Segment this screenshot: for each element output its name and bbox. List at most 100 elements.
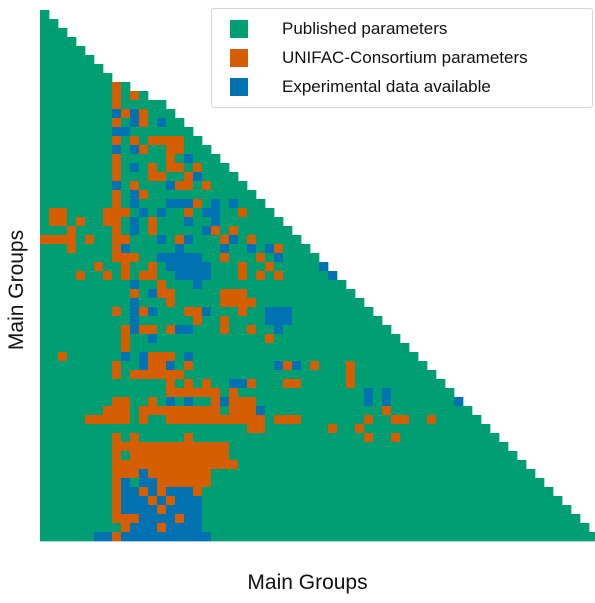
heatmap-cell <box>76 163 86 173</box>
heatmap-cell <box>58 208 68 218</box>
heatmap-cell <box>139 433 149 443</box>
heatmap-cell <box>562 514 572 524</box>
heatmap-cell <box>337 298 347 308</box>
heatmap-cell <box>130 91 140 101</box>
heatmap-cell <box>85 325 95 335</box>
heatmap-cell <box>40 496 50 506</box>
heatmap-cell <box>508 505 518 515</box>
heatmap-cell <box>121 514 131 524</box>
heatmap-cell <box>175 478 185 488</box>
heatmap-cell <box>571 523 581 533</box>
heatmap-cell <box>229 298 239 308</box>
heatmap-cell <box>157 181 167 191</box>
heatmap-cell <box>166 253 176 263</box>
heatmap-cell <box>85 415 95 425</box>
heatmap-cell <box>94 136 104 146</box>
heatmap-cell <box>94 451 104 461</box>
heatmap-cell <box>112 262 122 272</box>
heatmap-cell <box>76 127 86 137</box>
heatmap-cell <box>247 415 257 425</box>
heatmap-cell <box>427 379 437 389</box>
heatmap-cell <box>274 262 284 272</box>
heatmap-cell <box>157 316 167 326</box>
heatmap-cell <box>409 361 419 371</box>
heatmap-cell <box>139 100 149 110</box>
heatmap-cell <box>409 523 419 533</box>
heatmap-cell <box>103 487 113 497</box>
heatmap-cell <box>130 397 140 407</box>
heatmap-cell <box>49 235 59 245</box>
heatmap-cell <box>175 253 185 263</box>
heatmap-cell <box>220 199 230 209</box>
heatmap-cell <box>94 460 104 470</box>
heatmap-cell <box>220 226 230 236</box>
heatmap-cell <box>238 289 248 299</box>
heatmap-cell <box>58 46 68 56</box>
heatmap-cell <box>292 451 302 461</box>
heatmap-cell <box>193 361 203 371</box>
heatmap-cell <box>337 487 347 497</box>
heatmap-cell <box>202 145 212 155</box>
heatmap-cell <box>130 145 140 155</box>
heatmap-cell <box>247 487 257 497</box>
heatmap-cell <box>94 343 104 353</box>
heatmap-cell <box>166 190 176 200</box>
heatmap-cell <box>67 262 77 272</box>
heatmap-cell <box>58 379 68 389</box>
heatmap-cell <box>67 460 77 470</box>
heatmap-cell <box>337 280 347 290</box>
heatmap-cell <box>364 451 374 461</box>
heatmap-cell <box>256 424 266 434</box>
heatmap-cell <box>166 532 176 542</box>
heatmap-cell <box>85 307 95 317</box>
heatmap-cell <box>400 370 410 380</box>
heatmap-cell <box>301 505 311 515</box>
heatmap-cell <box>328 307 338 317</box>
heatmap-cell <box>193 415 203 425</box>
heatmap-cell <box>139 388 149 398</box>
heatmap-cell <box>346 460 356 470</box>
heatmap-cell <box>238 307 248 317</box>
heatmap-cell <box>85 64 95 74</box>
heatmap-cell <box>355 397 365 407</box>
heatmap-cell <box>238 343 248 353</box>
heatmap-cell <box>517 514 527 524</box>
heatmap-cell <box>76 514 86 524</box>
heatmap-cell <box>283 424 293 434</box>
heatmap-cell <box>148 532 158 542</box>
heatmap-cell <box>328 442 338 452</box>
heatmap-cell <box>274 496 284 506</box>
heatmap-cell <box>49 172 59 182</box>
heatmap-cell <box>103 217 113 227</box>
heatmap-cell <box>328 532 338 542</box>
heatmap-cell <box>184 442 194 452</box>
heatmap-cell <box>76 496 86 506</box>
heatmap-cell <box>121 253 131 263</box>
heatmap-cell <box>193 316 203 326</box>
heatmap-cell <box>373 388 383 398</box>
heatmap-cell <box>283 271 293 281</box>
heatmap-cell <box>256 226 266 236</box>
heatmap-cell <box>265 424 275 434</box>
heatmap-cell <box>103 442 113 452</box>
heatmap-cell <box>247 361 257 371</box>
heatmap-cell <box>328 298 338 308</box>
heatmap-cell <box>373 469 383 479</box>
heatmap-cell <box>76 487 86 497</box>
heatmap-cell <box>148 397 158 407</box>
heatmap-cell <box>202 316 212 326</box>
heatmap-cell <box>58 370 68 380</box>
heatmap-cell <box>40 388 50 398</box>
heatmap-cell <box>40 46 50 56</box>
heatmap-cell <box>238 226 248 236</box>
heatmap-cell <box>301 523 311 533</box>
heatmap-cell <box>310 298 320 308</box>
heatmap-cell <box>427 532 437 542</box>
heatmap-cell <box>175 523 185 533</box>
heatmap-cell <box>364 487 374 497</box>
heatmap-cell <box>49 127 59 137</box>
heatmap-cell <box>418 379 428 389</box>
heatmap-cell <box>58 127 68 137</box>
heatmap-cell <box>301 271 311 281</box>
heatmap-cell <box>148 217 158 227</box>
